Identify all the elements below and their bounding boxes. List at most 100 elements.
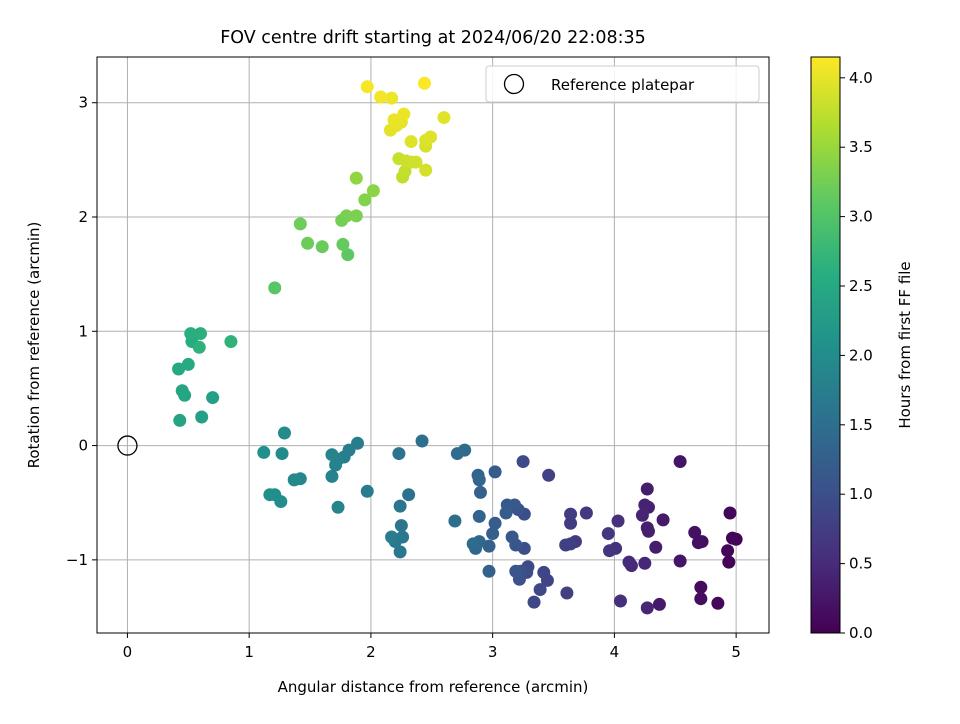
data-point <box>486 527 500 541</box>
data-point <box>184 327 198 341</box>
data-point <box>331 500 345 514</box>
data-point <box>341 248 355 262</box>
data-point <box>711 596 725 610</box>
data-point <box>638 556 652 570</box>
colorbar-tick-label: 0.5 <box>849 555 873 573</box>
y-tick-label: 1 <box>78 322 88 340</box>
data-point <box>509 564 523 578</box>
y-axis-ticks: −1 0 1 2 3 <box>66 94 97 569</box>
data-point <box>393 499 407 513</box>
data-point <box>437 111 451 125</box>
x-axis-label: Angular distance from reference (arcmin) <box>278 678 589 696</box>
data-point <box>527 595 541 609</box>
data-point <box>725 531 739 545</box>
data-point <box>635 508 649 522</box>
reference-marker-group <box>117 435 138 456</box>
colorbar-tick-label: 1.0 <box>849 485 873 503</box>
colorbar-tick-label: 3.0 <box>849 208 873 226</box>
data-point <box>722 555 736 569</box>
data-point <box>564 516 578 530</box>
data-point <box>287 473 301 487</box>
data-point <box>195 410 209 424</box>
data-point <box>349 209 363 223</box>
data-point <box>402 488 416 502</box>
y-tick-label: 0 <box>78 437 88 455</box>
colorbar-label: Hours from first FF file <box>896 261 914 428</box>
data-point <box>694 580 708 594</box>
data-point <box>466 537 480 551</box>
data-point <box>275 447 289 461</box>
data-point <box>206 391 220 405</box>
data-point <box>482 564 496 578</box>
data-point <box>181 357 195 371</box>
data-point <box>394 519 408 533</box>
y-axis-label: Rotation from reference (arcmin) <box>25 222 43 469</box>
legend-reference-label: Reference platepar <box>551 76 695 94</box>
data-point <box>640 482 654 496</box>
data-point <box>293 217 307 231</box>
plot-frame <box>96 56 770 634</box>
data-point <box>349 171 363 185</box>
data-point <box>673 455 687 469</box>
data-point <box>560 586 574 600</box>
colorbar-ticks: 0.0 0.5 1.0 1.5 2.0 2.5 3.0 3.5 4.0 <box>840 69 873 642</box>
data-point <box>622 555 636 569</box>
data-point <box>385 530 399 544</box>
data-point <box>505 530 519 544</box>
data-point <box>360 484 374 498</box>
data-point <box>409 155 423 169</box>
data-point <box>488 465 502 479</box>
data-point <box>385 91 399 105</box>
data-point <box>172 362 186 376</box>
data-point <box>652 597 666 611</box>
data-point <box>193 327 207 341</box>
colorbar-gradient <box>810 56 841 634</box>
data-point <box>482 539 496 553</box>
data-point <box>533 583 547 597</box>
y-tick-label: −1 <box>66 551 88 569</box>
data-point <box>640 601 654 615</box>
data-point <box>488 516 502 530</box>
data-point <box>336 237 350 251</box>
data-point <box>325 469 339 483</box>
data-point <box>257 445 271 459</box>
legend-box <box>485 65 760 103</box>
colorbar: 0.0 0.5 1.0 1.5 2.0 2.5 3.0 3.5 4.0 Hours from f… <box>810 56 914 642</box>
data-point <box>691 536 705 550</box>
legend: Reference platepar <box>485 65 760 103</box>
data-point <box>263 488 277 502</box>
data-point <box>392 447 406 461</box>
data-point <box>417 76 431 90</box>
data-point <box>516 455 530 469</box>
data-point <box>656 513 670 527</box>
colorbar-tick-label: 2.5 <box>849 277 873 295</box>
data-point <box>397 107 411 121</box>
data-point <box>601 527 615 541</box>
colorbar-tick-label: 3.5 <box>849 138 873 156</box>
data-point <box>419 163 433 177</box>
data-point <box>721 544 735 558</box>
x-tick-label: 0 <box>123 643 133 661</box>
data-point <box>360 80 374 94</box>
x-tick-label: 5 <box>731 643 741 661</box>
data-point <box>613 594 627 608</box>
data-point <box>325 448 339 462</box>
data-point <box>559 538 573 552</box>
data-point <box>611 514 625 528</box>
data-point <box>358 193 372 207</box>
reference-marker <box>117 435 138 456</box>
data-point <box>499 506 513 520</box>
data-point <box>649 540 663 554</box>
data-point <box>393 545 407 559</box>
data-point <box>329 458 343 472</box>
legend-reference-marker <box>503 73 525 95</box>
data-point <box>415 434 429 448</box>
data-point <box>641 524 655 538</box>
colorbar-tick-label: 0.0 <box>849 624 873 642</box>
x-tick-label: 4 <box>610 643 620 661</box>
data-point <box>424 130 438 144</box>
data-point <box>315 240 329 254</box>
x-tick-label: 3 <box>488 643 498 661</box>
data-point <box>277 426 291 440</box>
colorbar-tick-label: 4.0 <box>849 69 873 87</box>
